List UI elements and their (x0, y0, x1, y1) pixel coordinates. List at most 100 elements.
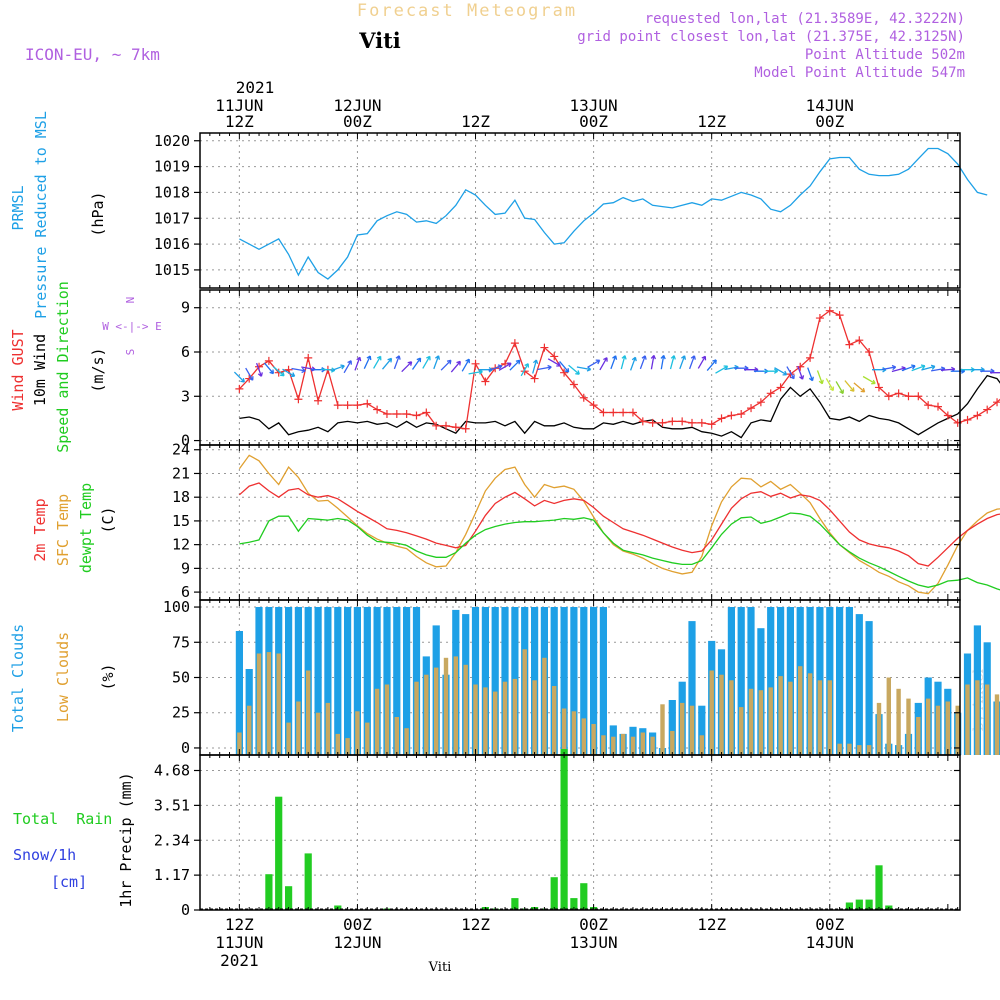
y-tick-label: 1015 (154, 261, 190, 279)
top-hour-label: 12Z (697, 112, 726, 131)
gust-point (963, 415, 972, 424)
total-cloud-bar (845, 607, 853, 755)
point-altitude: Point Altitude 502m (805, 47, 965, 63)
wind-arrow (610, 355, 618, 370)
precip-bar (550, 877, 558, 910)
temp-dewpt-label: dewpt Temp (77, 483, 95, 573)
wind-arrow (498, 362, 512, 371)
wind-arrow (660, 354, 666, 370)
y-tick-label: 0 (181, 739, 190, 757)
low-cloud-bar (640, 732, 645, 755)
wind-arrow (568, 364, 580, 375)
low-cloud-bar (276, 653, 281, 755)
low-cloud-bar (355, 711, 360, 755)
wind-arrow (844, 380, 855, 392)
y-tick-label: 2.34 (154, 831, 190, 849)
compass-s: S (124, 349, 137, 356)
top-hour-label: 00Z (579, 112, 608, 131)
top-hour-label: 12Z (225, 112, 254, 131)
wind-arrow (433, 355, 441, 370)
low-cloud-bar (955, 705, 960, 755)
y-tick-label: 1020 (154, 132, 190, 150)
wind-arrow (786, 366, 795, 380)
wind-arrow (881, 364, 897, 371)
low-cloud-bar (581, 718, 586, 755)
wind-arrow (330, 364, 345, 372)
wind-arrow (255, 362, 263, 377)
low-cloud-bar (561, 708, 567, 755)
gust-point (658, 418, 667, 427)
snow-unit-label: [cm] (51, 873, 87, 891)
gust-point (373, 405, 382, 414)
precip-bar (875, 865, 883, 910)
low-cloud-bar (552, 686, 557, 755)
low-cloud-bar (719, 674, 724, 755)
gust-point (343, 401, 352, 410)
series-line-dewpt-temp (239, 512, 1000, 591)
low-cloud-bar (768, 687, 773, 755)
low-cloud-bar (857, 745, 862, 755)
low-cloud-bar (463, 664, 468, 755)
total-cloud-bar (599, 607, 607, 755)
low-cloud-bar (709, 670, 714, 755)
y-tick-label: 1.17 (154, 866, 190, 884)
low-cloud-bar (965, 684, 970, 755)
gust-point (697, 418, 706, 427)
wind-arrow (763, 368, 779, 374)
total-cloud-bar (855, 614, 863, 755)
gust-point (825, 306, 834, 315)
precip-bar (304, 853, 312, 910)
prmsl-label: PRMSL (9, 185, 27, 230)
y-tick-label: 0 (181, 432, 190, 450)
precip-bar (570, 898, 578, 910)
y-tick-label: 0 (181, 901, 190, 919)
gust-point (806, 353, 815, 362)
total-cloud-bar (373, 607, 381, 755)
precip-bar (275, 796, 283, 910)
clouds-unit-label: (%) (99, 663, 117, 690)
low-cloud-bar (345, 738, 350, 755)
total-cloud-bar (412, 607, 421, 755)
gust-point (294, 395, 303, 404)
total-cloud-bar (353, 607, 361, 755)
gust-point (855, 336, 864, 345)
wind-arrow (291, 367, 306, 374)
wind-arrow (639, 355, 647, 370)
low-cloud-bar (237, 732, 242, 755)
wind-arrow (393, 355, 401, 370)
gust-point (815, 314, 824, 323)
requested-coords: requested lon,lat (21.3589E, 42.3222N) (645, 11, 965, 27)
total-cloud-bar (688, 621, 696, 755)
wind-arrow (697, 355, 707, 369)
total-cloud-bar (324, 607, 332, 755)
total-cloud-bar (570, 607, 578, 755)
bottom-hour-label: 12Z (461, 915, 490, 934)
meteogram-title: Forecast Meteogram (357, 1, 577, 21)
top-date-label: 11JUN (215, 96, 263, 115)
low-cloud-bar (866, 745, 872, 755)
y-tick-label: 3 (181, 387, 190, 405)
top-date-label: 12JUN (333, 96, 381, 115)
wind-arrow (911, 364, 926, 372)
low-cloud-bar (935, 705, 941, 755)
low-cloud-bar (571, 711, 577, 755)
gust-point (461, 424, 470, 433)
wind-arrow (807, 367, 814, 382)
low-cloud-bar (286, 722, 291, 755)
gust-point (619, 408, 628, 417)
y-tick-label: 6 (181, 343, 190, 361)
low-cloud-bar (916, 717, 921, 755)
gust-point (550, 352, 559, 361)
total-cloud-bar (865, 621, 873, 755)
gust-point (638, 417, 647, 426)
low-cloud-bar (247, 705, 252, 755)
wind-arrow (853, 382, 866, 393)
low-cloud-bar (680, 702, 685, 755)
y-tick-label: 75 (172, 633, 190, 651)
total-cloud-bar (550, 607, 558, 755)
prmsl-unit-label: (hPa) (89, 191, 107, 236)
low-cloud-bar (906, 698, 911, 755)
bottom-hour-label: 00Z (343, 915, 372, 934)
low-cloud-bar (424, 674, 429, 755)
wind-arrow (263, 362, 275, 375)
